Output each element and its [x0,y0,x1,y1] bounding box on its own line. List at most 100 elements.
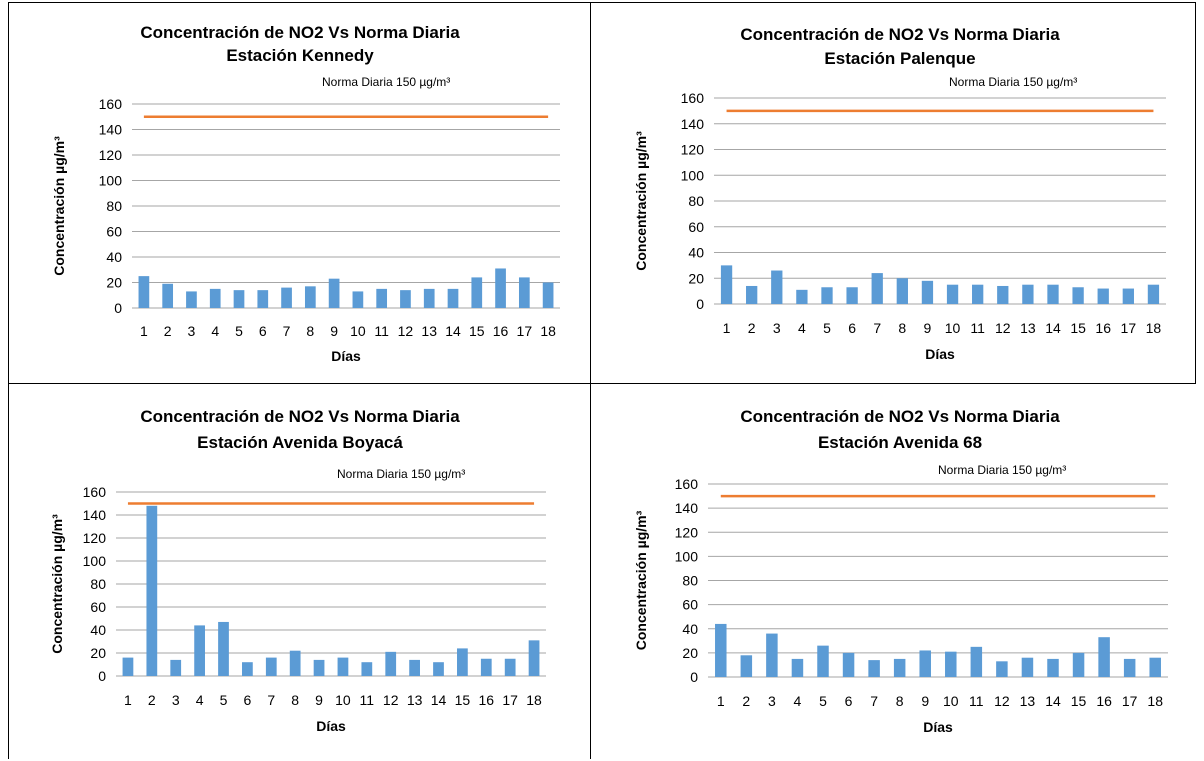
y-tick-label: 60 [682,597,698,613]
bar [218,621,229,676]
x-tick-label: 4 [794,693,802,709]
bar [842,652,855,677]
x-tick-label: 12 [995,320,1011,336]
x-tick-label: 14 [445,323,461,339]
bar [376,288,388,308]
x-tick-label: 18 [1146,320,1162,336]
x-tick-label: 14 [1045,693,1061,709]
x-tick-label: 4 [211,323,219,339]
bar [972,284,984,304]
x-tick-label: 7 [267,692,275,708]
x-tick-label: 3 [172,692,180,708]
norm-annotation: Norma Diaria 150 µg/m³ [322,75,450,89]
norm-annotation: Norma Diaria 150 µg/m³ [337,467,465,481]
x-tick-label: 7 [873,320,881,336]
y-tick-label: 80 [90,576,106,592]
bar [518,277,530,308]
y-tick-label: 100 [681,167,705,183]
bar [209,288,221,308]
x-tick-label: 7 [283,323,291,339]
y-tick-label: 0 [690,669,698,685]
y-tick-label: 40 [90,622,106,638]
bar [328,278,340,308]
bar [289,650,301,676]
chart-title: Concentración de NO2 Vs Norma Diaria [740,25,1060,44]
chart-subtitle: Estación Avenida 68 [818,433,982,452]
chart-subtitle: Estación Kennedy [226,46,374,65]
y-tick-label: 80 [688,193,704,209]
x-tick-label: 1 [717,693,725,709]
x-tick-label: 2 [742,693,750,709]
chart-title: Concentración de NO2 Vs Norma Diaria [140,407,460,426]
x-tick-label: 5 [235,323,243,339]
chart-avenida-boyaca: Concentración de NO2 Vs Norma Diaria Esta… [49,407,546,734]
x-tick-label: 8 [306,323,314,339]
chart-title: Concentración de NO2 Vs Norma Diaria [140,23,460,42]
bar [542,282,554,308]
bar [257,290,269,308]
bar [871,273,883,304]
y-tick-label: 160 [99,96,123,112]
y-tick-label: 160 [675,476,699,492]
x-tick-label: 2 [148,692,156,708]
y-tick-label: 120 [675,524,699,540]
x-tick-label: 3 [773,320,781,336]
y-tick-label: 40 [106,249,122,265]
y-tick-label: 160 [681,90,705,106]
y-tick-label: 140 [99,122,123,138]
y-tick-label: 80 [106,198,122,214]
table-border-center [590,2,591,759]
x-tick-label: 13 [407,692,423,708]
bar [766,633,778,677]
y-tick-label: 160 [83,484,107,500]
table-border-left [8,2,9,759]
y-tick-label: 120 [681,142,705,158]
bar [337,657,349,676]
bar [1149,657,1161,677]
bar [138,276,150,308]
x-tick-label: 11 [970,320,985,336]
x-tick-label: 13 [1020,693,1036,709]
bar [400,290,411,308]
y-axis-label: Concentración µg/m³ [51,136,67,276]
x-tick-label: 16 [493,323,509,339]
x-tick-label: 10 [350,323,366,339]
bar [746,285,758,304]
x-tick-label: 13 [1020,320,1036,336]
bar [495,268,506,308]
bar [896,278,908,304]
x-tick-label: 8 [291,692,299,708]
x-axis-label: Días [925,346,955,362]
y-tick-label: 100 [675,548,699,564]
x-tick-label: 10 [335,692,351,708]
bar [471,277,483,308]
x-tick-label: 12 [994,693,1010,709]
chart-kennedy: Concentración de NO2 Vs Norma Diaria Esta… [51,23,560,364]
bar [409,659,420,676]
x-tick-label: 15 [469,323,485,339]
bar [352,291,364,308]
x-tick-label: 13 [421,323,437,339]
x-tick-label: 16 [1096,693,1112,709]
bar [1022,284,1034,304]
bar [919,650,931,677]
bar [1072,652,1085,677]
y-tick-label: 20 [682,645,698,661]
bar [715,623,727,677]
x-tick-label: 2 [164,323,172,339]
bar [997,285,1009,304]
norm-annotation: Norma Diaria 150 µg/m³ [938,463,1066,477]
bar [385,651,397,676]
x-tick-label: 17 [502,692,518,708]
bar [186,291,197,308]
table-border-middle [8,383,1196,384]
x-tick-label: 9 [315,692,323,708]
x-tick-label: 1 [124,692,132,708]
y-tick-label: 40 [682,621,698,637]
bar [194,625,205,676]
chart-avenida-68: Concentración de NO2 Vs Norma Diaria Esta… [633,407,1168,735]
norm-annotation: Norma Diaria 150 µg/m³ [949,75,1077,89]
y-tick-label: 140 [83,507,107,523]
y-tick-label: 60 [90,599,106,615]
x-tick-label: 9 [924,320,932,336]
